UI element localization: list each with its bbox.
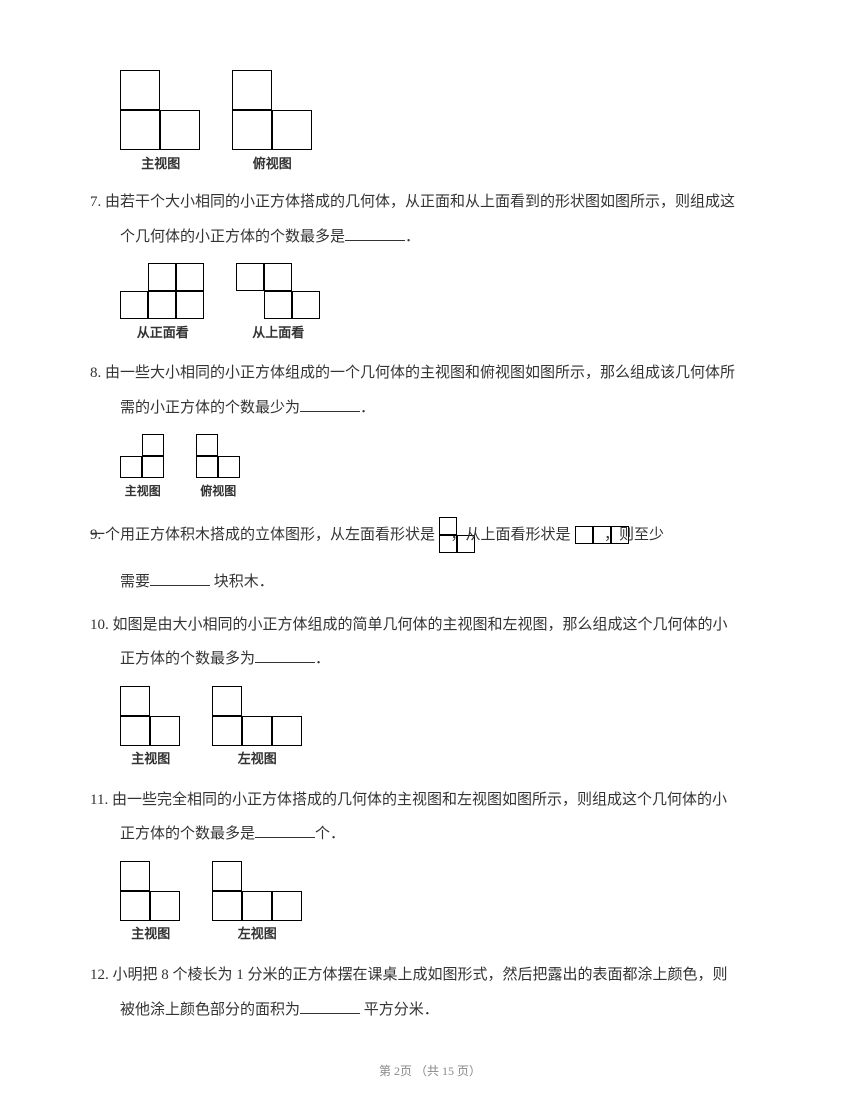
question-10: 10. 如图是由大小相同的小正方体组成的简单几何体的主视图和左视图，那么组成这个…: [90, 611, 770, 772]
q9-text2a: 需要: [120, 574, 150, 590]
q9-text1a: 一个用正方体积木搭成的立体图形，从左面看形状是: [120, 521, 435, 550]
top-figure-right: 俯视图: [232, 70, 314, 176]
q10-figure-right-label: 左视图: [212, 747, 304, 772]
q12-text2b: 平方分米．: [360, 1002, 439, 1018]
top-figure-row: 主视图 俯视图: [90, 70, 770, 176]
q12-text2a: 被他涂上颜色部分的面积为: [120, 1002, 300, 1018]
q10-figure-left-label: 主视图: [120, 747, 182, 772]
q10-text1: 如图是由大小相同的小正方体组成的简单几何体的主视图和左视图，那么组成这个几何体的…: [113, 617, 728, 633]
q8-period: ．: [360, 400, 375, 416]
q11-figure-left-label: 主视图: [120, 922, 182, 947]
q8-text1: 由一些大小相同的小正方体组成的一个几何体的主视图和俯视图如图所示，那么组成该几何…: [105, 365, 735, 381]
q7-number: 7.: [90, 194, 101, 210]
q11-text3: 个．: [315, 826, 345, 842]
question-9: 9. 一个用正方体积木搭成的立体图形，从左面看形状是 ，从上面看形状是 ，则至少…: [90, 517, 770, 597]
q12-text1: 小明把 8 个棱长为 1 分米的正方体摆在课桌上成如图形式，然后把露出的表面都涂…: [113, 967, 728, 983]
question-8: 8. 由一些大小相同的小正方体组成的一个几何体的主视图和俯视图如图所示，那么组成…: [90, 359, 770, 502]
q12-blank: [300, 997, 360, 1014]
q11-number: 11.: [90, 792, 108, 808]
q7-blank: [345, 224, 405, 241]
q7-figure-right: 从上面看: [236, 263, 322, 345]
q9-blank: [150, 570, 210, 587]
question-11: 11. 由一些完全相同的小正方体搭成的几何体的主视图和左视图如图所示，则组成这个…: [90, 786, 770, 947]
top-figure-right-label: 俯视图: [232, 152, 314, 177]
q11-text1: 由一些完全相同的小正方体搭成的几何体的主视图和左视图如图所示，则组成这个几何体的…: [112, 792, 727, 808]
q10-figure-right: 左视图: [212, 686, 304, 772]
page-footer: 第 2页 （共 15 页）: [0, 1060, 860, 1083]
q8-blank: [300, 395, 360, 412]
q7-text1: 由若干个大小相同的小正方体搭成的几何体，从正面和从上面看到的形状图如图所示，则组…: [105, 194, 735, 210]
q10-number: 10.: [90, 617, 109, 633]
q7-period: ．: [405, 229, 420, 245]
q8-figure-left-label: 主视图: [120, 480, 166, 503]
q8-figure-right: 俯视图: [196, 434, 242, 502]
q9-text1b: ，从上面看形状是: [481, 521, 571, 550]
q11-text2: 正方体的个数最多是: [120, 826, 255, 842]
question-7: 7. 由若干个大小相同的小正方体搭成的几何体，从正面和从上面看到的形状图如图所示…: [90, 188, 770, 345]
q11-figure-left: 主视图: [120, 861, 182, 947]
q10-period: ．: [315, 651, 330, 667]
top-figure-left: 主视图: [120, 70, 202, 176]
q9-text2b: 块积木．: [210, 574, 274, 590]
q9-text1c: ，则至少: [634, 521, 664, 550]
q11-figure-right-label: 左视图: [212, 922, 304, 947]
question-12: 12. 小明把 8 个棱长为 1 分米的正方体摆在课桌上成如图形式，然后把露出的…: [90, 961, 770, 1024]
q8-number: 8.: [90, 365, 101, 381]
q7-figure-right-label: 从上面看: [236, 321, 322, 346]
q12-number: 12.: [90, 967, 109, 983]
q7-text2: 个几何体的小正方体的个数最多是: [120, 229, 345, 245]
q10-text2: 正方体的个数最多为: [120, 651, 255, 667]
q8-figure-left: 主视图: [120, 434, 166, 502]
q10-blank: [255, 647, 315, 664]
top-figure-left-label: 主视图: [120, 152, 202, 177]
q11-figure-right: 左视图: [212, 861, 304, 947]
q8-figure-right-label: 俯视图: [196, 480, 242, 503]
q10-figure-left: 主视图: [120, 686, 182, 772]
q11-blank: [255, 822, 315, 839]
q7-figure-left: 从正面看: [120, 263, 206, 345]
q7-figure-left-label: 从正面看: [120, 321, 206, 346]
q8-text2: 需的小正方体的个数最少为: [120, 400, 300, 416]
